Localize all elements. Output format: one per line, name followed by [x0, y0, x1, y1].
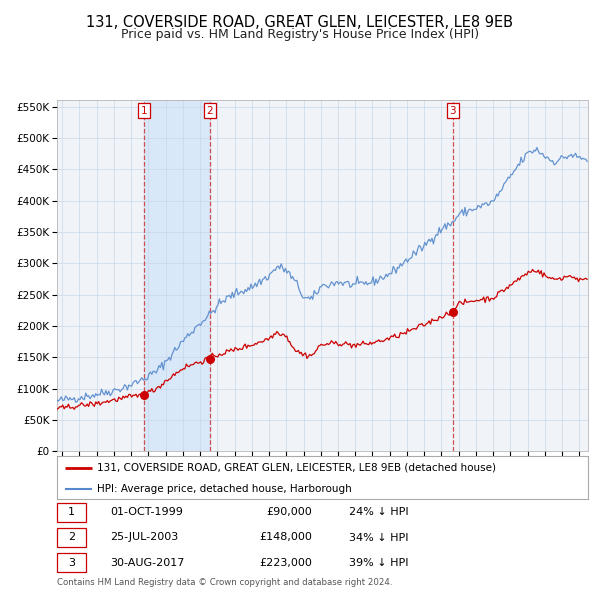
- Point: [205, 354, 215, 363]
- Text: 131, COVERSIDE ROAD, GREAT GLEN, LEICESTER, LE8 9EB (detached house): 131, COVERSIDE ROAD, GREAT GLEN, LEICEST…: [97, 463, 496, 473]
- Text: Contains HM Land Registry data © Crown copyright and database right 2024.
This d: Contains HM Land Registry data © Crown c…: [57, 578, 392, 590]
- Text: 39% ↓ HPI: 39% ↓ HPI: [349, 558, 409, 568]
- FancyBboxPatch shape: [57, 503, 86, 522]
- Text: £223,000: £223,000: [259, 558, 312, 568]
- Text: 1: 1: [68, 507, 75, 517]
- Text: 34% ↓ HPI: 34% ↓ HPI: [349, 533, 409, 542]
- Text: Price paid vs. HM Land Registry's House Price Index (HPI): Price paid vs. HM Land Registry's House …: [121, 28, 479, 41]
- Text: 2: 2: [206, 106, 213, 116]
- Text: HPI: Average price, detached house, Harborough: HPI: Average price, detached house, Harb…: [97, 484, 352, 494]
- Text: 01-OCT-1999: 01-OCT-1999: [110, 507, 183, 517]
- Text: 2: 2: [68, 533, 75, 542]
- Text: 25-JUL-2003: 25-JUL-2003: [110, 533, 178, 542]
- Point: [448, 307, 458, 316]
- Bar: [144, 100, 210, 451]
- Text: £90,000: £90,000: [266, 507, 312, 517]
- Text: 1: 1: [141, 106, 148, 116]
- Text: 3: 3: [68, 558, 75, 568]
- FancyBboxPatch shape: [57, 553, 86, 572]
- Text: 24% ↓ HPI: 24% ↓ HPI: [349, 507, 409, 517]
- Text: £148,000: £148,000: [259, 533, 312, 542]
- Text: 30-AUG-2017: 30-AUG-2017: [110, 558, 184, 568]
- Point: [139, 390, 149, 399]
- FancyBboxPatch shape: [57, 528, 86, 547]
- Text: 131, COVERSIDE ROAD, GREAT GLEN, LEICESTER, LE8 9EB: 131, COVERSIDE ROAD, GREAT GLEN, LEICEST…: [86, 15, 514, 30]
- Text: 3: 3: [449, 106, 456, 116]
